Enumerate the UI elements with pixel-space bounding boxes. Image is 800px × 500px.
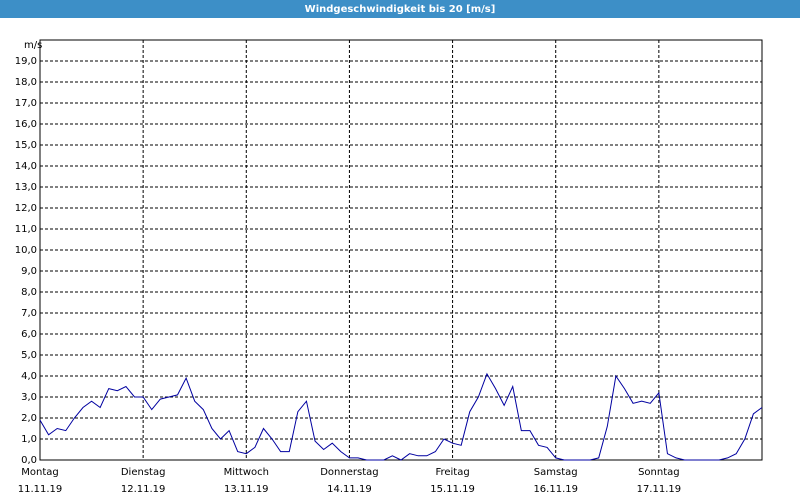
y-tick-label: 6,0 <box>21 329 37 340</box>
y-tick-label: 10,0 <box>15 245 37 256</box>
x-tick-label: Freitag <box>435 467 469 478</box>
x-tick-label: Dienstag <box>121 467 166 478</box>
y-tick-label: 9,0 <box>21 266 37 277</box>
y-tick-label: 0,0 <box>21 455 37 466</box>
y-tick-label: 13,0 <box>15 182 37 193</box>
x-tick-label: Montag <box>21 467 58 478</box>
y-tick-label: 11,0 <box>15 224 37 235</box>
x-tick-date: 12.11.19 <box>121 484 166 495</box>
y-tick-label: 8,0 <box>21 287 37 298</box>
y-tick-label: 19,0 <box>15 56 37 67</box>
y-tick-label: 4,0 <box>21 371 37 382</box>
y-tick-label: 16,0 <box>15 119 37 130</box>
x-tick-date: 14.11.19 <box>327 484 372 495</box>
y-unit: m/s <box>24 40 42 51</box>
x-tick-label: Sonntag <box>638 467 680 478</box>
x-tick-label: Samstag <box>534 467 578 478</box>
title-bar <box>0 0 800 18</box>
data-line <box>39 372 763 461</box>
x-tick-date: 15.11.19 <box>430 484 475 495</box>
y-tick-label: 18,0 <box>15 77 37 88</box>
y-tick-label: 17,0 <box>15 98 37 109</box>
x-tick-label: Donnerstag <box>320 467 378 478</box>
x-tick-date: 13.11.19 <box>224 484 269 495</box>
y-tick-label: 14,0 <box>15 161 37 172</box>
y-tick-label: 12,0 <box>15 203 37 214</box>
y-tick-label: 3,0 <box>21 392 37 403</box>
y-tick-label: 5,0 <box>21 350 37 361</box>
y-tick-label: 7,0 <box>21 308 37 319</box>
x-tick-label: Mittwoch <box>224 467 269 478</box>
x-tick-date: 11.11.19 <box>18 484 63 495</box>
x-tick-date: 16.11.19 <box>533 484 578 495</box>
x-tick-date: 17.11.19 <box>637 484 682 495</box>
y-tick-label: 15,0 <box>15 140 37 151</box>
y-tick-label: 1,0 <box>21 434 37 445</box>
y-tick-label: 2,0 <box>21 413 37 424</box>
chart-title: Windgeschwindigkeit bis 20 [m/s] <box>305 4 496 15</box>
